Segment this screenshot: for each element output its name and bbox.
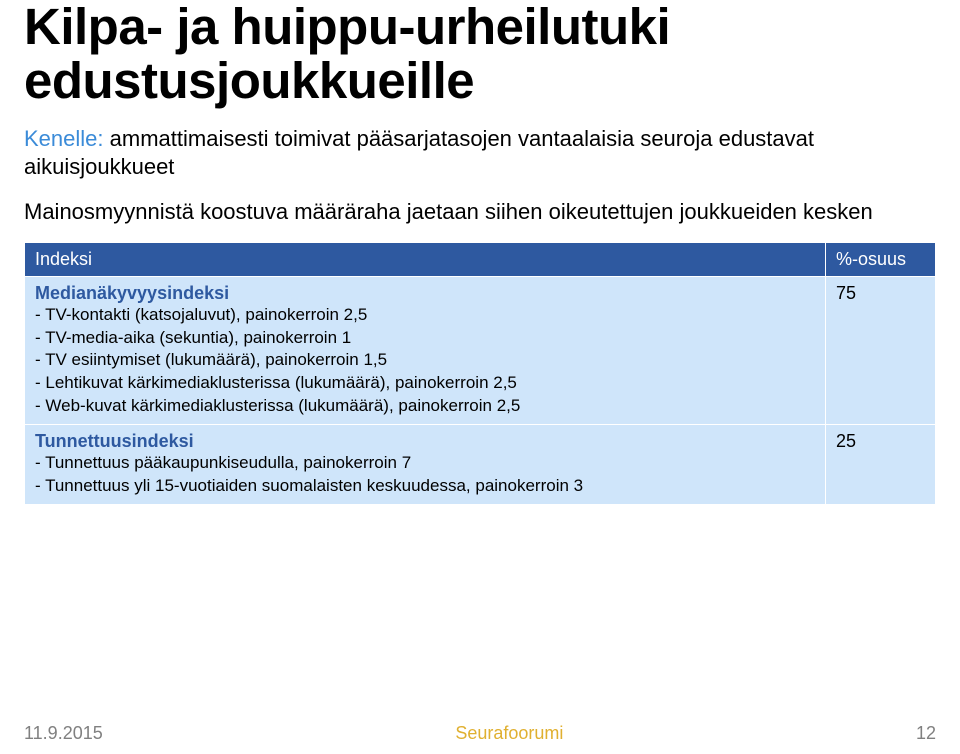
row-bullet: - Web-kuvat kärkimediaklusterissa (lukum… (35, 395, 815, 418)
table-header-row: Indeksi %-osuus (25, 242, 936, 276)
subtitle-text: ammattimaisesti toimivat pääsarjatasojen… (24, 126, 814, 179)
footer-page-number: 12 (916, 723, 936, 744)
table-row: Medianäkyvyysindeksi - TV-kontakti (kats… (25, 276, 936, 425)
subtitle-lead: Kenelle: (24, 126, 104, 151)
cell-tunnettuus: Tunnettuusindeksi - Tunnettuus pääkaupun… (25, 425, 826, 505)
index-table: Indeksi %-osuus Medianäkyvyysindeksi - T… (24, 242, 936, 506)
footer-date: 11.9.2015 (24, 723, 103, 744)
footer-center: Seurafoorumi (455, 723, 563, 744)
paragraph: Mainosmyynnistä koostuva määräraha jaeta… (24, 198, 936, 226)
cell-media: Medianäkyvyysindeksi - TV-kontakti (kats… (25, 276, 826, 425)
row-bullet: - Tunnettuus yli 15-vuotiaiden suomalais… (35, 475, 815, 498)
table-body: Medianäkyvyysindeksi - TV-kontakti (kats… (25, 276, 936, 505)
slide-page: Kilpa- ja huippu-urheilutuki edustusjouk… (0, 0, 960, 505)
row-bullet: - TV esiintymiset (lukumäärä), painokerr… (35, 349, 815, 372)
cell-pct: 25 (826, 425, 936, 505)
row-bullet: - Lehtikuvat kärkimediaklusterissa (luku… (35, 372, 815, 395)
row-heading: Tunnettuusindeksi (35, 431, 815, 452)
row-heading: Medianäkyvyysindeksi (35, 283, 815, 304)
row-bullet: - TV-media-aika (sekuntia), painokerroin… (35, 327, 815, 350)
table-row: Tunnettuusindeksi - Tunnettuus pääkaupun… (25, 425, 936, 505)
row-bullet: - Tunnettuus pääkaupunkiseudulla, painok… (35, 452, 815, 475)
col-header-indeksi: Indeksi (25, 242, 826, 276)
cell-pct: 75 (826, 276, 936, 425)
row-bullet: - TV-kontakti (katsojaluvut), painokerro… (35, 304, 815, 327)
col-header-osuus: %-osuus (826, 242, 936, 276)
subtitle: Kenelle: ammattimaisesti toimivat pääsar… (24, 125, 936, 180)
page-title: Kilpa- ja huippu-urheilutuki edustusjouk… (24, 0, 936, 107)
slide-footer: 11.9.2015 Seurafoorumi 12 (24, 723, 936, 744)
